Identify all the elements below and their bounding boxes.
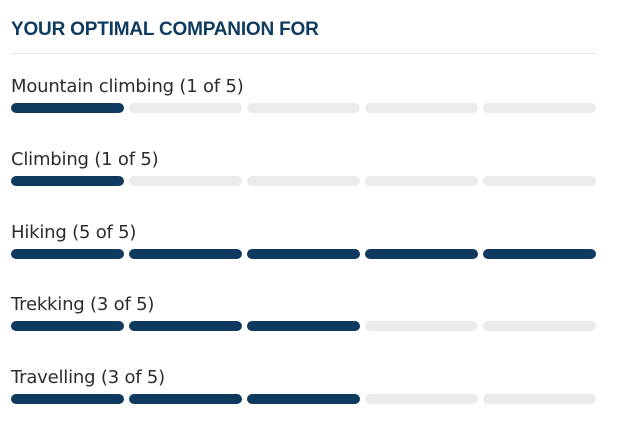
rating-segment-filled [11,249,124,259]
rating-item-travelling: Travelling (3 of 5) [11,367,596,404]
rating-segment-empty [365,176,478,186]
rating-segment-filled [365,249,478,259]
rating-segment-empty [247,103,360,113]
rating-bar [11,321,596,331]
rating-label: Mountain climbing (1 of 5) [11,76,244,97]
rating-segment-filled [483,249,596,259]
rating-segment-empty [129,176,242,186]
rating-segment-filled [129,321,242,331]
rating-segment-filled [247,249,360,259]
rating-segment-empty [129,103,242,113]
rating-segment-empty [483,394,596,404]
rating-item-hiking: Hiking (5 of 5) [11,222,596,259]
rating-item-trekking: Trekking (3 of 5) [11,294,596,331]
rating-segment-filled [11,103,124,113]
rating-segment-empty [247,176,360,186]
rating-segment-filled [129,249,242,259]
rating-segment-filled [11,394,124,404]
rating-segment-empty [365,103,478,113]
rating-item-mountain-climbing: Mountain climbing (1 of 5) [11,76,596,113]
rating-bar [11,103,596,113]
title-divider [11,53,596,54]
rating-segment-filled [129,394,242,404]
rating-segment-filled [247,394,360,404]
rating-bar [11,394,596,404]
rating-segment-empty [483,176,596,186]
rating-segment-filled [247,321,360,331]
rating-label: Hiking (5 of 5) [11,222,137,243]
section-title: YOUR OPTIMAL COMPANION FOR [11,19,319,40]
rating-item-climbing: Climbing (1 of 5) [11,149,596,186]
rating-segment-empty [483,321,596,331]
rating-label: Trekking (3 of 5) [11,294,155,315]
rating-segment-empty [365,321,478,331]
rating-bar [11,176,596,186]
rating-segment-filled [11,176,124,186]
rating-segment-empty [365,394,478,404]
rating-segment-filled [11,321,124,331]
rating-label: Travelling (3 of 5) [11,367,166,388]
rating-label: Climbing (1 of 5) [11,149,159,170]
companion-panel: YOUR OPTIMAL COMPANION FOR Mountain clim… [11,0,596,404]
rating-segment-empty [483,103,596,113]
rating-bar [11,249,596,259]
